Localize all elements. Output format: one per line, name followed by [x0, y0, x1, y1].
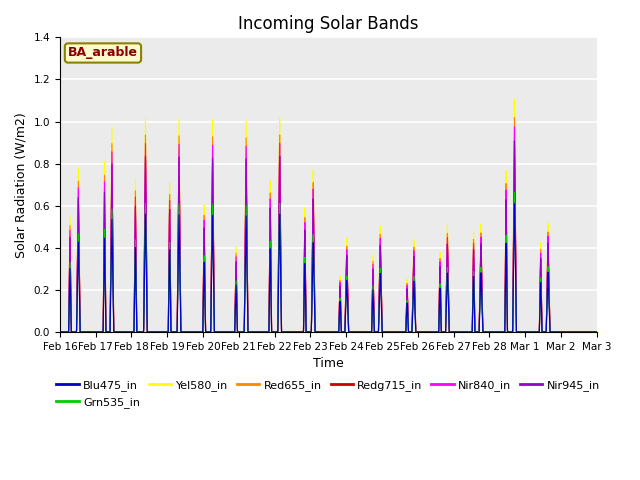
Title: Incoming Solar Bands: Incoming Solar Bands	[238, 15, 419, 33]
Legend: Blu475_in, Grn535_in, Yel580_in, Red655_in, Redg715_in, Nir840_in, Nir945_in: Blu475_in, Grn535_in, Yel580_in, Red655_…	[52, 376, 605, 412]
X-axis label: Time: Time	[313, 357, 344, 370]
Y-axis label: Solar Radiation (W/m2): Solar Radiation (W/m2)	[15, 112, 28, 257]
Text: BA_arable: BA_arable	[68, 47, 138, 60]
